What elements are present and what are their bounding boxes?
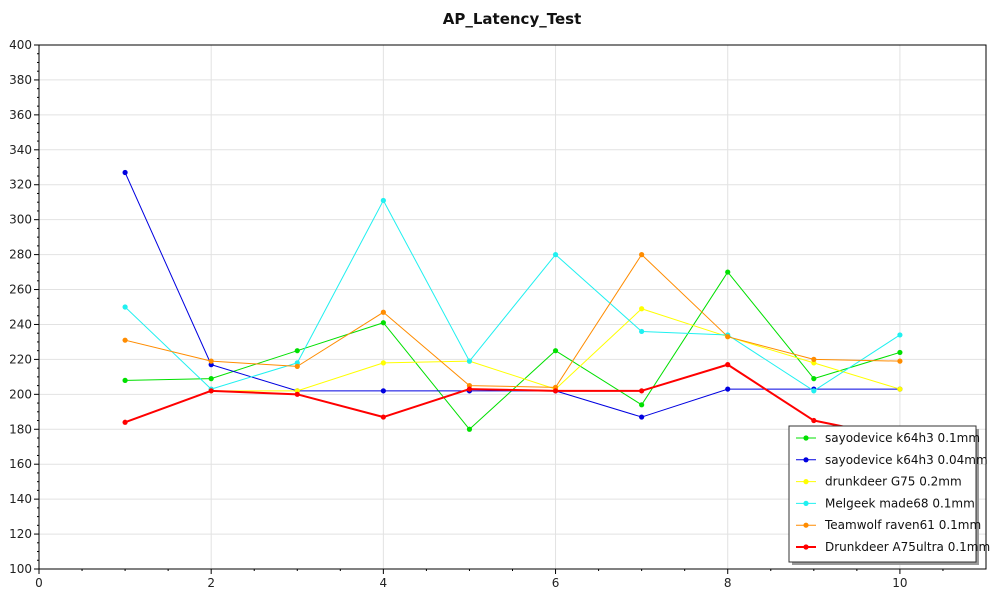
legend: sayodevice k64h3 0.1mm sayodevice k64h3 0… (788, 425, 990, 565)
y-tick-label: 240 (9, 317, 32, 331)
data-point (811, 417, 817, 424)
data-point (122, 419, 128, 425)
data-point (639, 328, 645, 335)
data-point (897, 332, 903, 338)
data-point (122, 377, 128, 383)
data-point (208, 388, 214, 394)
series-0 (122, 269, 903, 432)
chart-title: AP_Latency_Test (443, 10, 582, 28)
legend-marker (803, 457, 809, 463)
data-point (380, 197, 386, 204)
data-point (552, 388, 559, 394)
series-line (125, 271, 901, 430)
data-point (725, 386, 731, 392)
data-point (725, 362, 731, 368)
data-point (811, 356, 817, 362)
data-point (552, 252, 559, 258)
legend-label: sayodevice k64h3 0.1mm (825, 431, 980, 445)
data-point (380, 414, 386, 420)
y-tick-label: 260 (9, 283, 32, 297)
y-tick-label: 180 (9, 422, 32, 436)
y-tick-label: 360 (9, 108, 32, 122)
data-point (466, 358, 473, 364)
data-point (466, 386, 473, 392)
data-point (639, 306, 645, 312)
data-point (897, 358, 903, 364)
y-tick-label: 280 (9, 248, 32, 262)
data-point (639, 414, 645, 420)
axes: 1001201401601802002202402602803003203403… (9, 38, 987, 590)
data-point (294, 391, 300, 397)
data-point (380, 320, 386, 326)
data-point (122, 337, 128, 343)
legend-label: drunkdeer G75 0.2mm (825, 475, 962, 489)
y-tick-label: 100 (9, 562, 32, 576)
legend-label: Drunkdeer A75ultra 0.1mm (825, 540, 990, 554)
legend-marker (803, 435, 809, 441)
y-tick-label: 160 (9, 457, 32, 471)
y-tick-label: 400 (9, 38, 32, 52)
data-point (725, 269, 731, 275)
data-point (811, 376, 817, 382)
series-line (124, 363, 901, 439)
data-point (725, 334, 731, 340)
legend-box (788, 425, 977, 563)
series-1 (122, 169, 903, 420)
data-point (208, 376, 214, 382)
legend-marker (803, 544, 809, 550)
data-point (639, 388, 645, 394)
y-tick-label: 140 (9, 492, 32, 506)
data-point (122, 169, 128, 176)
y-tick-label: 300 (9, 213, 32, 227)
legend-marker (803, 500, 809, 506)
legend-label: sayodevice k64h3 0.04mm (825, 453, 988, 467)
y-tick-label: 120 (9, 527, 32, 541)
legend-label: Teamwolf raven61 0.1mm (824, 518, 981, 532)
series-3 (122, 197, 903, 394)
series-layer (122, 169, 903, 441)
data-point (294, 363, 300, 369)
legend-label: Melgeek made68 0.1mm (825, 496, 975, 510)
data-point (380, 388, 386, 394)
data-point (380, 360, 386, 366)
data-point (639, 402, 645, 408)
data-point (897, 386, 903, 392)
data-point (897, 349, 903, 356)
data-point (208, 358, 214, 364)
x-tick-label: 4 (380, 576, 388, 590)
series-line (124, 254, 900, 388)
data-point (122, 304, 128, 310)
y-tick-label: 380 (9, 73, 32, 87)
data-point (380, 309, 386, 315)
data-point (466, 426, 473, 432)
x-tick-label: 2 (207, 576, 215, 590)
y-tick-label: 320 (9, 178, 32, 192)
y-tick-label: 220 (9, 352, 32, 366)
data-point (811, 388, 817, 394)
x-tick-label: 6 (552, 576, 560, 590)
y-tick-label: 200 (9, 387, 32, 401)
grid (39, 44, 986, 569)
legend-marker (803, 522, 809, 528)
series-5 (122, 362, 903, 441)
data-point (294, 348, 300, 354)
x-tick-label: 10 (892, 576, 907, 590)
data-point (639, 252, 645, 258)
data-point (552, 348, 559, 354)
x-tick-label: 0 (35, 576, 43, 590)
legend-marker (803, 479, 809, 485)
y-tick-label: 340 (9, 143, 32, 157)
series-line (124, 199, 901, 392)
x-tick-label: 8 (724, 576, 732, 590)
